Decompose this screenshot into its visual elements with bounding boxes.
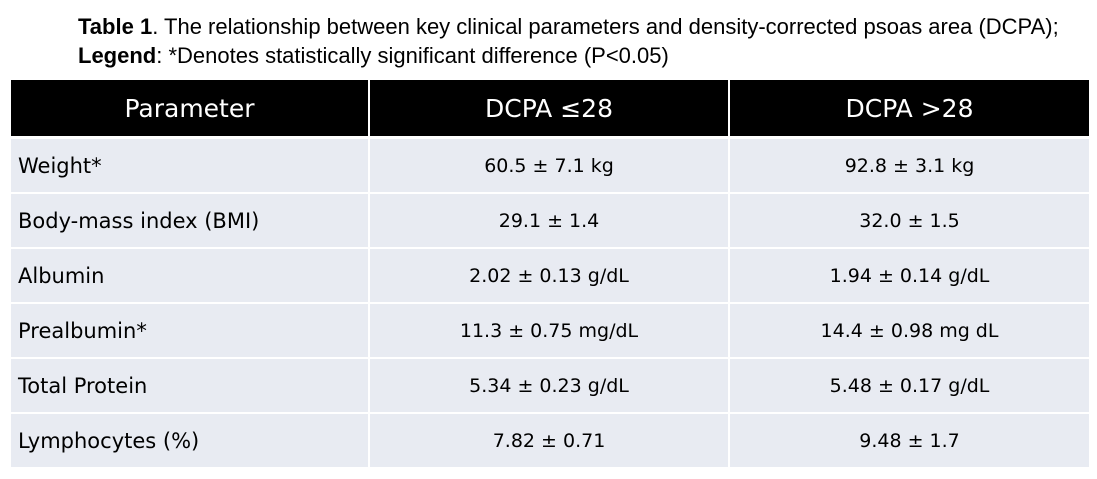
- parameter-cell: Body-mass index (BMI): [11, 193, 370, 249]
- header-row: Parameter DCPA ≤28 DCPA >28: [11, 80, 1089, 139]
- clinical-parameters-table: Parameter DCPA ≤28 DCPA >28 Weight* 60.5…: [11, 80, 1089, 469]
- value-cell-dcpa-high: 9.48 ± 1.7: [729, 413, 1089, 469]
- value-cell-dcpa-low: 2.02 ± 0.13 g/dL: [369, 248, 730, 304]
- value-cell-dcpa-high: 14.4 ± 0.98 mg dL: [729, 303, 1089, 359]
- value-cell-dcpa-low: 7.82 ± 0.71: [369, 413, 730, 469]
- header-dcpa-low: DCPA ≤28: [369, 80, 730, 139]
- table-row: Prealbumin* 11.3 ± 0.75 mg/dL 14.4 ± 0.9…: [11, 303, 1089, 359]
- header-parameter: Parameter: [11, 80, 370, 139]
- table-row: Total Protein 5.34 ± 0.23 g/dL 5.48 ± 0.…: [11, 358, 1089, 414]
- value-cell-dcpa-low: 5.34 ± 0.23 g/dL: [369, 358, 730, 414]
- value-cell-dcpa-low: 11.3 ± 0.75 mg/dL: [369, 303, 730, 359]
- parameter-cell: Albumin: [11, 248, 370, 304]
- legend-text: : *Denotes statistically significant dif…: [156, 43, 669, 68]
- parameter-cell: Lymphocytes (%): [11, 413, 370, 469]
- parameter-cell: Total Protein: [11, 358, 370, 414]
- table-row: Lymphocytes (%) 7.82 ± 0.71 9.48 ± 1.7: [11, 413, 1089, 469]
- value-cell-dcpa-high: 1.94 ± 0.14 g/dL: [729, 248, 1089, 304]
- value-cell-dcpa-high: 5.48 ± 0.17 g/dL: [729, 358, 1089, 414]
- table-caption: Table 1. The relationship between key cl…: [78, 12, 1078, 70]
- table-row: Body-mass index (BMI) 29.1 ± 1.4 32.0 ± …: [11, 193, 1089, 249]
- parameter-cell: Prealbumin*: [11, 303, 370, 359]
- value-cell-dcpa-low: 60.5 ± 7.1 kg: [369, 137, 730, 194]
- value-cell-dcpa-low: 29.1 ± 1.4: [369, 193, 730, 249]
- table-label: Table 1: [78, 14, 153, 39]
- header-dcpa-high: DCPA >28: [729, 80, 1089, 139]
- caption-text: . The relationship between key clinical …: [152, 14, 1059, 39]
- value-cell-dcpa-high: 32.0 ± 1.5: [729, 193, 1089, 249]
- value-cell-dcpa-high: 92.8 ± 3.1 kg: [729, 137, 1089, 194]
- table-row: Weight* 60.5 ± 7.1 kg 92.8 ± 3.1 kg: [11, 137, 1089, 194]
- legend-label: Legend: [78, 43, 157, 68]
- table-row: Albumin 2.02 ± 0.13 g/dL 1.94 ± 0.14 g/d…: [11, 248, 1089, 304]
- parameter-cell: Weight*: [11, 137, 370, 194]
